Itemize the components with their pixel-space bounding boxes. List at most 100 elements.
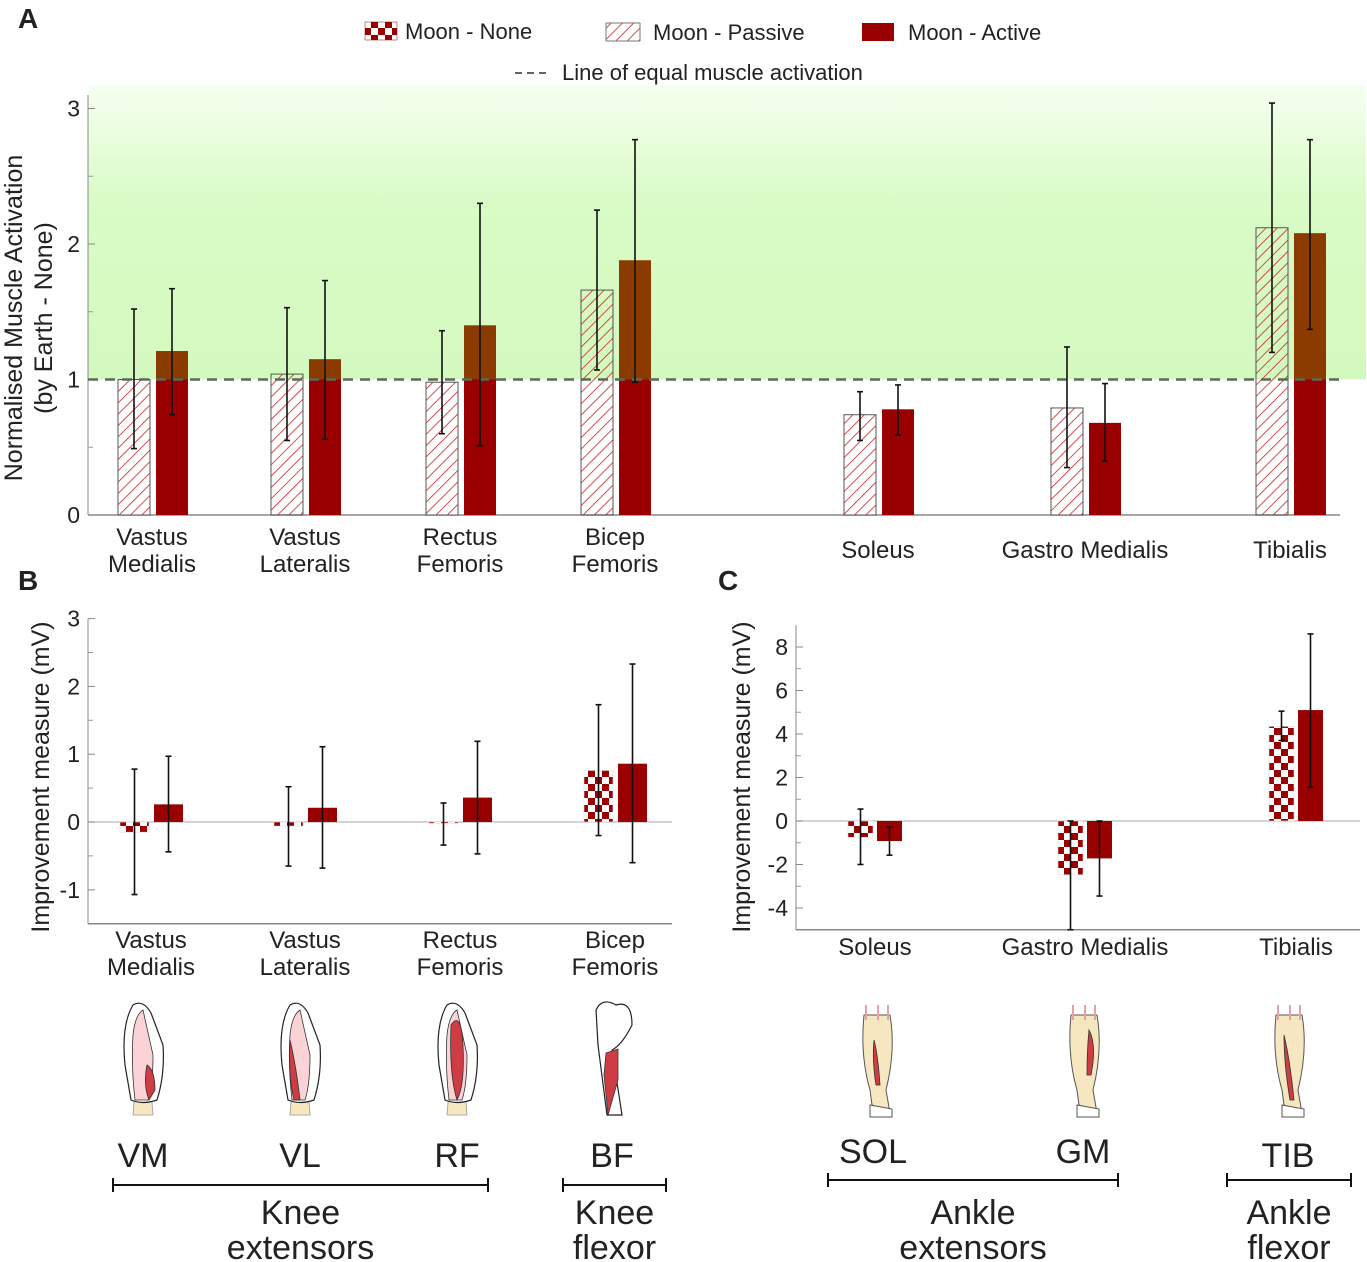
category-label-line: Medialis xyxy=(108,551,196,578)
category-label-line: Soleus xyxy=(841,537,914,564)
panel-a-bar-active xyxy=(1294,379,1326,515)
bracket-ankle-flexor xyxy=(1226,1173,1352,1187)
legend-swatch-active xyxy=(862,23,894,41)
panel-a-bar-passive xyxy=(270,373,304,516)
legend-label-active: Moon - Active xyxy=(908,20,1041,45)
active-muscle-shape xyxy=(872,1039,881,1086)
panel-b-category-label: Rectus Femoris xyxy=(417,927,504,981)
panel-a-y-tick-label: 2 xyxy=(67,231,80,257)
muscle-abbr-tib: TIB xyxy=(1262,1137,1315,1175)
tendon-lines xyxy=(865,1005,889,1020)
panel-a-category-label: Tibialis xyxy=(1253,537,1327,564)
muscle-groups: VM VL RF BF SOL GM TIBKneeextensorsKneeflexorA… xyxy=(112,1133,1352,1262)
muscle-illustration-bf xyxy=(595,1001,633,1116)
legend-swatch-none xyxy=(364,21,398,41)
category-label-line: Gastro Medialis xyxy=(1002,537,1169,564)
panel-c-bar-none xyxy=(1268,726,1295,822)
muscle-abbr-bf: BF xyxy=(590,1137,633,1175)
group-label-knee-flexor-line2: flexor xyxy=(573,1229,656,1262)
group-label-knee-flexor-line1: Knee xyxy=(575,1194,654,1232)
legend: Moon - None Moon - Passive Moon - Active… xyxy=(364,19,1041,85)
legend-label-equal-line: Line of equal muscle activation xyxy=(562,60,863,85)
panel-b-category-label: Vastus Lateralis xyxy=(260,927,351,981)
active-muscle-shape xyxy=(1283,1034,1295,1101)
legend-label-passive: Moon - Passive xyxy=(653,20,805,45)
muscle-illustrations xyxy=(123,1001,1305,1118)
panel-a-bar-active xyxy=(619,379,651,515)
active-muscle-shape xyxy=(1086,1028,1094,1076)
panel-label-b: B xyxy=(18,565,38,596)
group-label-ankle-flexor-line2: flexor xyxy=(1247,1229,1330,1262)
category-label-line: Vastus xyxy=(269,927,341,954)
panel-a-shaded-region xyxy=(88,85,1366,380)
foot-shape xyxy=(1076,1104,1100,1118)
muscle-illustration-tib xyxy=(1274,1005,1305,1118)
group-label-ankle-extensors-line1: Ankle xyxy=(930,1194,1015,1232)
muscle-abbr-sol: SOL xyxy=(839,1133,907,1171)
muscle-abbr-gm: GM xyxy=(1056,1133,1111,1171)
panel-a-y-tick-label: 1 xyxy=(67,367,80,393)
category-label-line: Bicep xyxy=(585,927,645,954)
category-label-line: Soleus xyxy=(838,934,911,961)
panel-a-category-label: Rectus Femoris xyxy=(417,524,504,578)
legend-swatch-passive xyxy=(605,22,641,42)
category-label-line: Bicep xyxy=(585,524,645,551)
panel-b-y-tick-label: 1 xyxy=(67,741,80,767)
leg-outline xyxy=(1069,1014,1100,1114)
category-label-line: Femoris xyxy=(572,954,659,981)
category-label-line: Tibialis xyxy=(1259,934,1333,961)
panel-a-y-tick-label: 3 xyxy=(67,96,80,122)
panel-a-category-label: Vastus Lateralis xyxy=(260,524,351,578)
panel-b-y-tick-label: 3 xyxy=(67,606,80,632)
category-label-line: Lateralis xyxy=(260,551,351,578)
panel-c-chart: -4 -2 0 2 4 6 8 Soleus Gastro Medialis Tibialis xyxy=(768,625,1360,961)
category-label-line: Femoris xyxy=(417,551,504,578)
category-label-line: Rectus xyxy=(423,524,498,551)
panel-a-bar-passive xyxy=(425,381,459,516)
group-label-ankle-flexor-line1: Ankle xyxy=(1246,1194,1331,1232)
panel-c-category-label: Soleus xyxy=(838,934,911,961)
panel-c-category-label: Gastro Medialis xyxy=(1002,934,1169,961)
foot-shape xyxy=(1281,1104,1305,1118)
category-label-line: Medialis xyxy=(107,954,195,981)
panel-c-y-tick-label: 0 xyxy=(775,808,788,834)
panel-a-category-label: Vastus Medialis xyxy=(108,524,196,578)
legend-label-none: Moon - None xyxy=(405,19,532,44)
bracket-ankle-extensors xyxy=(827,1173,1119,1187)
panel-c-y-tick-label: 4 xyxy=(775,721,788,747)
muscle-illustration-vm xyxy=(123,1002,164,1116)
muscle-abbr-vl: VL xyxy=(279,1137,321,1175)
muscle-illustration-gm xyxy=(1069,1005,1100,1118)
active-muscle-shape xyxy=(289,1039,301,1101)
category-label-line: Gastro Medialis xyxy=(1002,934,1169,961)
panel-c-category-label: Tibialis xyxy=(1259,934,1333,961)
panel-b-y-tick-label: -1 xyxy=(60,877,80,903)
category-label-line: Lateralis xyxy=(260,954,351,981)
group-label-knee-extensors-line1: Knee xyxy=(261,1194,340,1232)
category-label-line: Femoris xyxy=(417,954,504,981)
category-label-line: Rectus xyxy=(423,927,498,954)
group-label-knee-extensors-line2: extensors xyxy=(227,1229,374,1262)
panel-b-y-tick-label: 0 xyxy=(67,809,80,835)
muscle-abbr-rf: RF xyxy=(434,1137,479,1175)
group-label-ankle-extensors-line2: extensors xyxy=(899,1229,1046,1262)
panel-a-ylabel-line1: Normalised Muscle Activation xyxy=(0,155,28,482)
muscle-illustration-sol xyxy=(862,1005,893,1118)
active-muscle-shape xyxy=(603,1048,619,1116)
tendon-lines xyxy=(1072,1005,1096,1020)
muscle-abbr-vm: VM xyxy=(118,1137,169,1175)
foot-shape xyxy=(869,1104,893,1118)
category-label-line: Femoris xyxy=(572,551,659,578)
panel-c-y-tick-label: -4 xyxy=(768,895,789,921)
panel-c-y-tick-label: -2 xyxy=(768,852,788,878)
panel-label-a: A xyxy=(18,3,38,34)
panel-a-y-tick-label: 0 xyxy=(67,502,80,528)
bracket-knee-extensors xyxy=(112,1178,489,1192)
category-label-line: Tibialis xyxy=(1253,537,1327,564)
panel-c-ylabel: Improvement measure (mV) xyxy=(728,621,756,932)
panel-b-category-label: Bicep Femoris xyxy=(572,927,659,981)
active-muscle-shape xyxy=(145,1064,156,1101)
panel-b-category-label: Vastus Medialis xyxy=(107,927,195,981)
